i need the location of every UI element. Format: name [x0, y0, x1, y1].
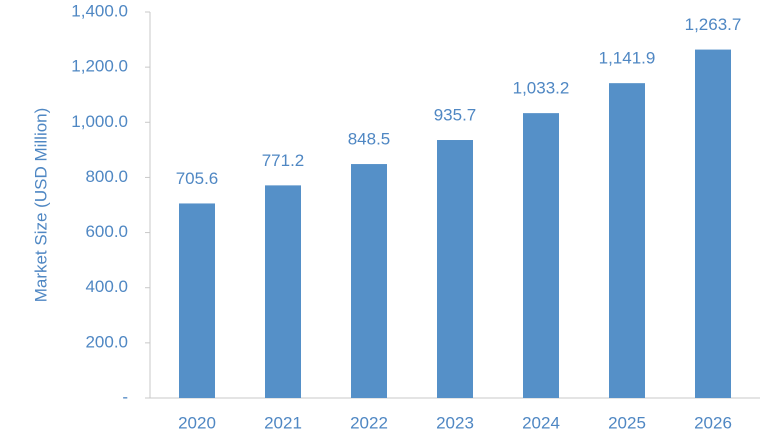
value-label: 1,263.7: [685, 15, 742, 34]
y-tick-label: 1,400.0: [71, 1, 128, 20]
y-tick-label: 800.0: [85, 167, 128, 186]
y-tick-label: 1,200.0: [71, 57, 128, 76]
value-label: 935.7: [434, 105, 477, 124]
value-label: 848.5: [348, 130, 391, 149]
value-label: 1,141.9: [599, 49, 656, 68]
bar: [437, 140, 473, 398]
value-label: 1,033.2: [513, 79, 570, 98]
value-label: 771.2: [262, 151, 305, 170]
value-label: 705.6: [176, 169, 219, 188]
bar: [179, 203, 215, 398]
x-tick-label: 2021: [264, 413, 302, 432]
x-tick-label: 2020: [178, 413, 216, 432]
x-tick-label: 2025: [608, 413, 646, 432]
y-tick-label: 400.0: [85, 277, 128, 296]
bar: [523, 113, 559, 398]
bar: [351, 164, 387, 398]
y-axis-title: Market Size (USD Million): [31, 108, 50, 303]
x-tick-label: 2026: [694, 413, 732, 432]
bar: [695, 49, 731, 398]
y-tick-label: -: [122, 387, 128, 406]
bar: [609, 83, 645, 398]
x-tick-label: 2024: [522, 413, 560, 432]
y-tick-label: 200.0: [85, 332, 128, 351]
x-tick-label: 2022: [350, 413, 388, 432]
x-tick-label: 2023: [436, 413, 474, 432]
y-tick-label: 1,000.0: [71, 112, 128, 131]
bar: [265, 185, 301, 398]
y-tick-label: 600.0: [85, 222, 128, 241]
